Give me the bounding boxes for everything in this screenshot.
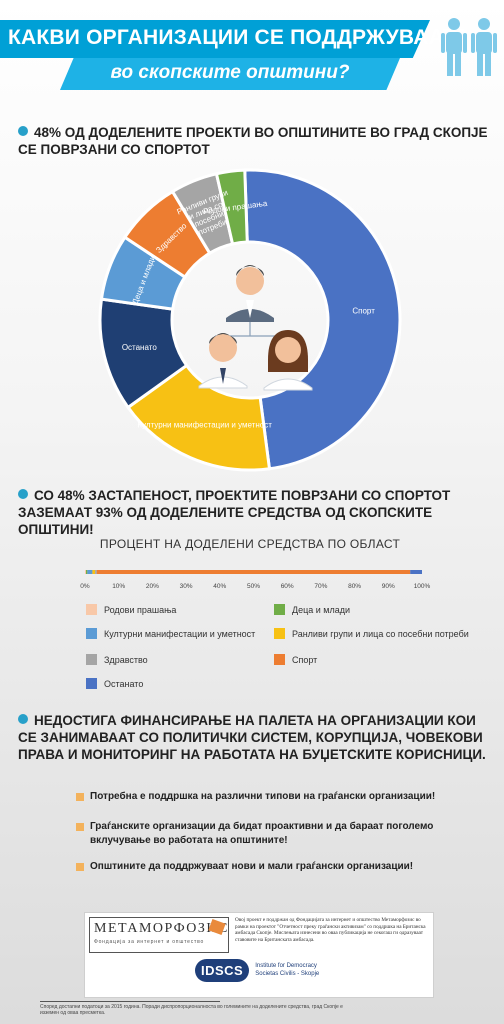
section-heading-2-text: СО 48% ЗАСТАПЕНОСТ, ПРОЕКТИТЕ ПОВРЗАНИ С… [18,488,451,537]
legend-item: Спорт [274,654,317,665]
bar-segment [95,570,97,574]
x-tick-label: 10% [112,583,125,590]
bar-chart-title: ПРОЦЕНТ НА ДОДЕЛЕНИ СРЕДСТВА ПО ОБЛАСТ [99,537,401,551]
legend-label: Спорт [292,654,318,665]
bar-segment [85,570,87,574]
page-subtitle: во скопските општини? [110,62,350,83]
metamorphosis-logo-subtitle: Фондација за интернет и општество [94,939,205,945]
recommendation-item: Општините да поддржуваат нови и мали гра… [76,860,476,874]
legend-item: Ранливи групи и лица со посебни потреби [274,628,469,639]
footnote-divider [40,1001,220,1002]
legend-label: Здравство [104,654,148,665]
legend-item: Останато [86,678,143,689]
legend-item: Родови прашања [86,604,176,615]
title-banner [0,20,430,58]
metamorphosis-logo-text: МЕТАМОРФОЗИС [94,921,229,936]
donut-chart: Спорт Културни манифестации и уметност Ост… [98,168,402,472]
idscs-logo: IDSCS Institute for Democracy Societas C… [195,959,319,982]
x-tick-label: 70% [314,583,327,590]
bar-segment [92,570,96,574]
bullet-icon [18,714,28,724]
idscs-logo-text: Institute for Democracy Societas Civilis… [255,963,319,978]
bar-segment [96,570,411,574]
subtitle-banner [60,58,400,90]
idscs-logo-mark: IDSCS [195,959,250,982]
bar-segment [87,570,93,574]
idscs-name-line2: Societas Civilis - Skopje [255,970,320,977]
recommendation-text: Општините да поддржуваат нови и мали гра… [90,861,414,872]
idscs-name-line1: Institute for Democracy [255,963,317,969]
x-tick-label: 100% [414,583,431,590]
section-heading-2: СО 48% ЗАСТАПЕНОСТ, ПРОЕКТИТЕ ПОВРЗАНИ С… [18,487,488,538]
sponsor-box: МЕТАМОРФОЗИС Фондација за интернет и опш… [84,912,434,998]
legend-label: Останато [104,678,144,689]
people-icon [441,18,497,76]
x-tick-label: 50% [247,583,260,590]
donut-slice [243,168,402,471]
bar-chart: 0% 10% 20% 30% 40% 50% 60% 70% 80% 90% 100% [80,570,431,590]
legend-swatch [274,628,285,639]
section-heading-1-text: 48% ОД ДОДЕЛЕНИТЕ ПРОЕКТИ ВО ОПШТИНИТЕ В… [18,125,488,157]
donut-slice-label: Останато [122,343,158,352]
donut-slice-label: Спорт [352,307,375,316]
legend-swatch [274,604,285,615]
recommendation-item: Потребна е поддршка на различни типови н… [76,790,476,804]
x-tick-label: 0% [80,583,90,590]
x-tick-label: 90% [382,583,395,590]
bar-segment [410,570,422,574]
donut-slice-label: Културни манифестации и уметност [137,421,272,430]
bullet-icon [18,126,28,136]
sponsor-disclaimer: Овој проект е поддржан од Фондацијата за… [235,917,426,943]
legend-label: Културни манифестации и уметност [104,628,256,639]
donut-slice [214,168,249,246]
page-title: КАКВИ ОРГАНИЗАЦИИ СЕ ПОДДРЖУВААТ? [8,26,469,49]
x-tick-label: 40% [213,583,226,590]
person-group-icon [198,265,313,391]
header: КАКВИ ОРГАНИЗАЦИИ СЕ ПОДДРЖУВААТ? во ско… [0,0,504,104]
legend-item: Деца и млади [274,604,350,615]
recommendation-item: Граѓанските организации да бидат проакти… [76,820,476,848]
bar-segment [86,570,88,574]
legend-label: Родови прашања [104,604,177,615]
legend-item: Здравство [86,654,148,665]
legend-swatch [86,654,97,665]
legend-item: Културни манифестации и уметност [86,628,255,639]
legend-label: Деца и млади [292,604,351,615]
bullet-icon [76,793,84,801]
section-heading-1: 48% ОД ДОДЕЛЕНИТЕ ПРОЕКТИ ВО ОПШТИНИТЕ В… [18,124,488,158]
legend-swatch [274,654,285,665]
bullet-icon [18,489,28,499]
legend-swatch [86,628,97,639]
x-tick-label: 20% [146,583,159,590]
legend-label: Ранливи групи и лица со посебни потреби [292,628,469,639]
x-tick-label: 80% [348,583,361,590]
section-heading-3-text: НЕДОСТИГА ФИНАНСИРАЊЕ НА ПАЛЕТА НА ОРГАН… [18,713,486,762]
footnote: Според достапни податоци за 2015 година.… [40,1004,343,1017]
recommendation-text: Граѓанските организации да бидат проакти… [90,821,434,846]
legend-swatch [86,678,97,689]
section-heading-3: НЕДОСТИГА ФИНАНСИРАЊЕ НА ПАЛЕТА НА ОРГАН… [18,712,488,763]
bullet-icon [76,863,84,871]
recommendation-text: Потребна е поддршка на различни типови н… [90,791,436,802]
x-tick-label: 30% [180,583,193,590]
x-tick-label: 60% [281,583,294,590]
legend-swatch [86,604,97,615]
metamorphosis-logo: МЕТАМОРФОЗИС Фондација за интернет и опш… [89,917,229,953]
bullet-icon [76,823,84,831]
